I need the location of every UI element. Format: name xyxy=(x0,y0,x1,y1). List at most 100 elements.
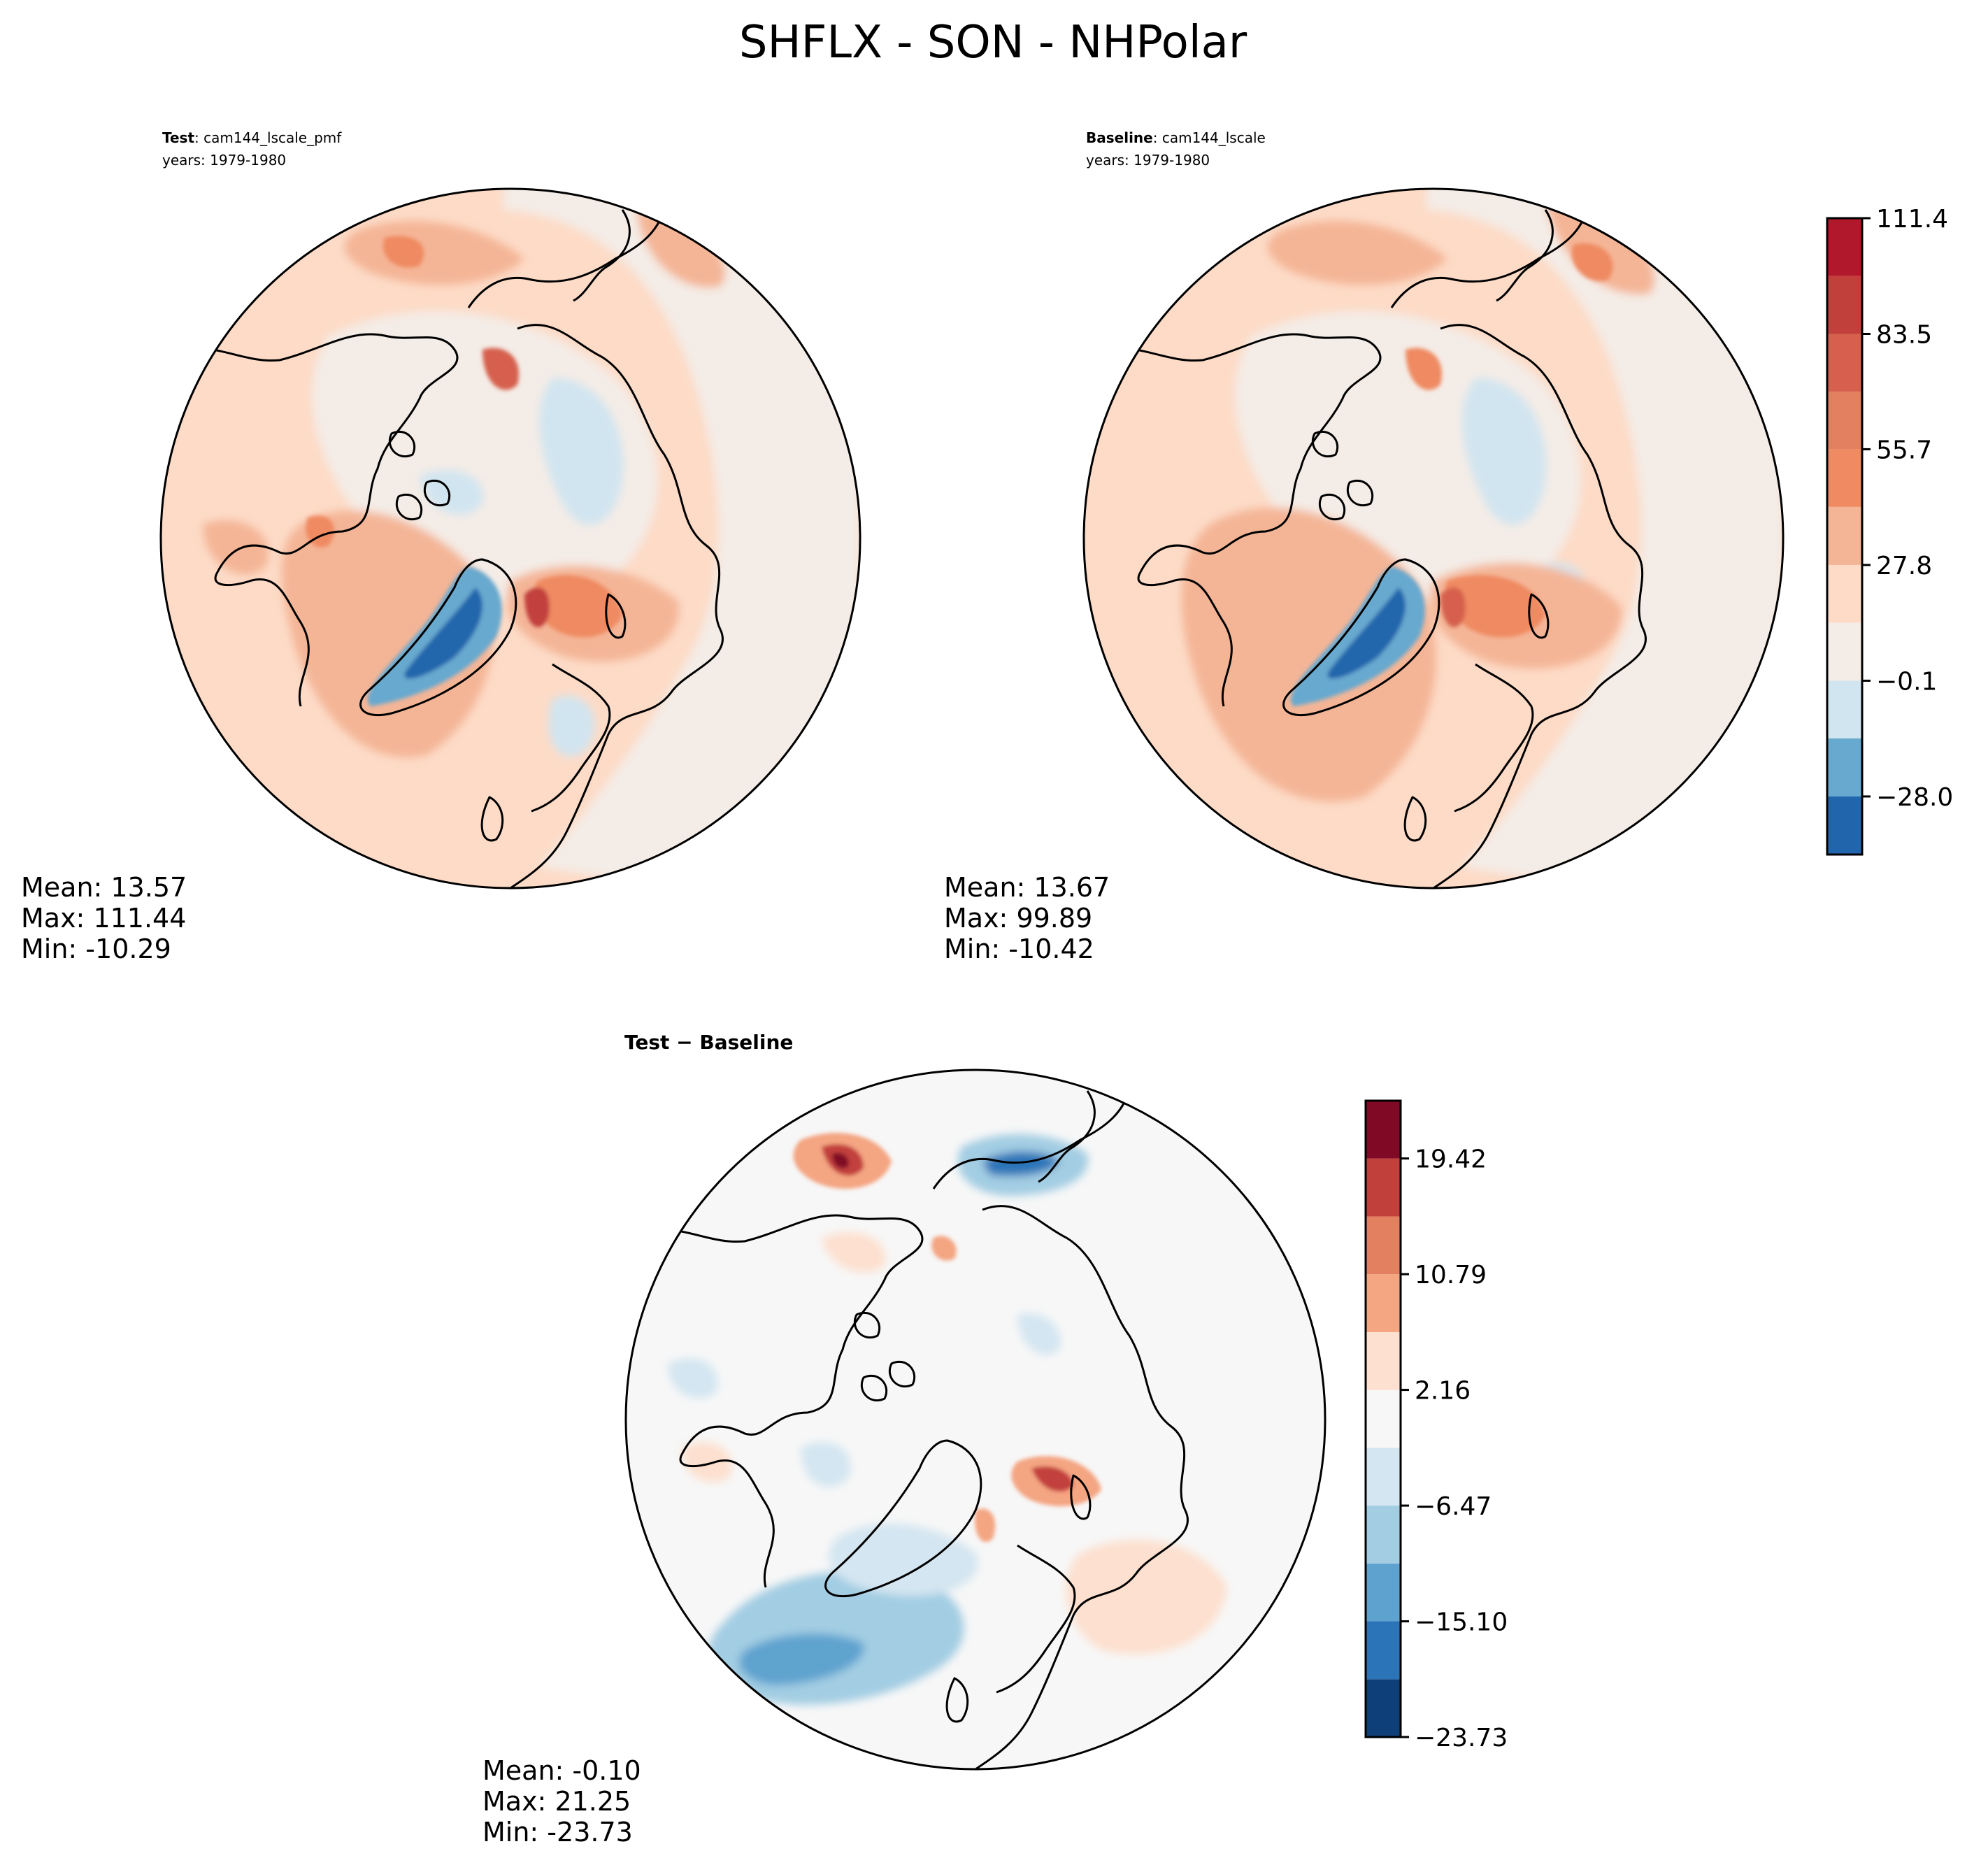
test-weak-negative-region xyxy=(538,378,624,525)
difference-coastline-svalbard xyxy=(1070,1474,1092,1520)
test-weak-negative-region-3 xyxy=(548,695,595,757)
colorbar-test-baseline-tick-label: −0.1 xyxy=(1876,667,1937,696)
test-coastline-eurasia xyxy=(510,324,724,888)
colorbar-test-baseline-band xyxy=(1827,334,1862,392)
difference-coastline-north-america xyxy=(646,1214,924,1588)
test-strong-positive-kamchatka xyxy=(482,348,519,390)
baseline-moderate-region-siberia xyxy=(1267,220,1447,285)
colorbar-difference-tick-label: −15.10 xyxy=(1415,1608,1508,1637)
test-coastline-uk xyxy=(480,796,504,842)
colorbar-test-baseline-band xyxy=(1827,680,1862,738)
baseline-coastline-eurasia xyxy=(1433,324,1647,888)
colorbar-difference-band xyxy=(1366,1679,1401,1737)
colorbar-test-baseline: 111.4 83.5 55.7 27.8 −0.1 −28.0 xyxy=(1826,205,1953,856)
colorbar-difference-tick-label: 2.16 xyxy=(1415,1377,1471,1406)
colorbar-difference-tick-label: −23.73 xyxy=(1415,1724,1508,1752)
difference-positive-kamchatka xyxy=(931,1236,957,1261)
colorbar-difference-band xyxy=(1366,1448,1401,1506)
colorbar-test-baseline-tick-label: 27.8 xyxy=(1876,552,1932,580)
colorbar-test-baseline-band xyxy=(1827,796,1862,855)
difference-strong-positive-barents-core xyxy=(1031,1466,1073,1492)
colorbar-difference-outline xyxy=(1364,1099,1402,1738)
difference-stat-max: Max: 21.25 xyxy=(482,1786,631,1817)
difference-map xyxy=(626,1070,1325,1769)
test-panel-label: Test: cam144_lscale_pmf xyxy=(162,129,342,146)
difference-positive-hudson xyxy=(682,1442,732,1482)
difference-panel-label: Test − Baseline xyxy=(624,1031,793,1054)
baseline-coastline-scandinavia xyxy=(1454,663,1534,813)
difference-coastline-kamchatka xyxy=(1038,1090,1096,1183)
baseline-stat-min: Min: -10.42 xyxy=(944,934,1094,964)
colorbar-difference-band xyxy=(1366,1101,1401,1159)
colorbar-test-baseline-tick-label: 111.4 xyxy=(1876,205,1948,234)
test-stat-max: Max: 111.44 xyxy=(21,903,186,934)
colorbar-difference-band xyxy=(1366,1563,1401,1622)
baseline-greenland-negative-core xyxy=(1327,587,1406,679)
baseline-weak-negative-region xyxy=(1461,378,1547,525)
colorbar-test-baseline-outline xyxy=(1826,217,1864,856)
difference-panel: Test − Baseline xyxy=(482,1031,1508,1848)
difference-coastlines xyxy=(646,1089,1189,1769)
difference-coastline-eurasia xyxy=(975,1205,1189,1769)
test-label-bold: Test xyxy=(162,129,194,146)
test-greenland-negative-core xyxy=(404,587,482,679)
baseline-panel-label: Baseline: cam144_lscale xyxy=(1086,129,1266,146)
baseline-coastlines xyxy=(1104,208,1647,888)
test-stat-min: Min: -10.29 xyxy=(21,934,171,964)
baseline-stat-mean: Mean: 13.67 xyxy=(944,872,1110,903)
test-label-case: : cam144_lscale_pmf xyxy=(194,129,342,146)
test-moderate-region-okhotsk xyxy=(636,210,726,288)
baseline-coastline-arctic-islands xyxy=(1311,430,1374,521)
test-map-border xyxy=(159,187,861,889)
baseline-strong-positive-kamchatka xyxy=(1406,348,1442,390)
colorbar-difference: 19.42 10.79 2.16 −6.47 −15.10 −23.73 xyxy=(1364,1099,1508,1752)
colorbar-test-baseline-band xyxy=(1827,218,1862,276)
colorbar-difference-band xyxy=(1366,1158,1401,1217)
difference-map-border xyxy=(624,1069,1326,1771)
baseline-label-bold: Baseline xyxy=(1086,129,1153,146)
baseline-coastline-kamchatka xyxy=(1496,209,1554,302)
difference-strong-positive-siberia-peak xyxy=(832,1152,849,1169)
test-panel: Test: cam144_lscale_pmf years: 1979-1980 xyxy=(21,129,861,964)
test-panel-years: years: 1979-1980 xyxy=(162,152,286,169)
colorbar-test-baseline-band xyxy=(1827,391,1862,450)
baseline-strong-positive-okhotsk xyxy=(1572,243,1613,281)
colorbar-test-baseline-band xyxy=(1827,506,1862,565)
colorbar-test-baseline-tick-label: −28.0 xyxy=(1876,783,1953,812)
difference-stats: Mean: -0.10 Max: 21.25 Min: -23.73 xyxy=(482,1755,641,1848)
test-stat-mean: Mean: 13.57 xyxy=(21,872,187,903)
test-coastlines xyxy=(181,208,724,888)
baseline-stat-max: Max: 99.89 xyxy=(944,903,1092,934)
test-coastline-north-america xyxy=(181,333,459,707)
test-coastline-arctic-islands xyxy=(388,430,451,521)
colorbar-difference-band xyxy=(1366,1331,1401,1390)
baseline-near-zero-region xyxy=(1426,189,1783,888)
colorbar-test-baseline-band xyxy=(1827,449,1862,507)
colorbar-difference-tick-label: 10.79 xyxy=(1415,1261,1487,1289)
figure-title: SHFLX - SON - NHPolar xyxy=(739,17,1247,69)
test-stats: Mean: 13.57 Max: 111.44 Min: -10.29 xyxy=(21,872,187,964)
colorbar-difference-band xyxy=(1366,1274,1401,1332)
difference-coastline-arctic-islands xyxy=(853,1311,916,1402)
difference-coastline-greenland xyxy=(824,1439,982,1598)
baseline-coastline-svalbard xyxy=(1528,593,1550,639)
colorbar-test-baseline-band xyxy=(1827,564,1862,623)
baseline-map-border xyxy=(1082,187,1785,889)
colorbar-test-baseline-tick-label: 83.5 xyxy=(1876,321,1932,350)
difference-coastline-scandinavia xyxy=(996,1544,1076,1694)
baseline-coastline-north-america xyxy=(1104,333,1382,707)
test-strong-positive-barents xyxy=(532,575,622,638)
baseline-stats: Mean: 13.67 Max: 99.89 Min: -10.42 xyxy=(944,872,1110,964)
baseline-map xyxy=(1084,189,1783,888)
baseline-coastline-greenland xyxy=(1282,558,1440,717)
difference-negative-kamchatka-core xyxy=(982,1151,1059,1176)
test-coastline-svalbard xyxy=(605,593,627,639)
colorbar-difference-band xyxy=(1366,1389,1401,1448)
test-coastline-scandinavia xyxy=(531,663,611,813)
test-coastline-greenland xyxy=(359,558,517,717)
baseline-panel: Baseline: cam144_lscale years: 1979-1980 xyxy=(944,129,1953,964)
difference-coastline-uk xyxy=(945,1677,969,1723)
difference-stat-mean: Mean: -0.10 xyxy=(482,1755,641,1786)
test-moderate-region-hudson xyxy=(203,520,269,575)
difference-stat-min: Min: -23.73 xyxy=(482,1817,633,1848)
